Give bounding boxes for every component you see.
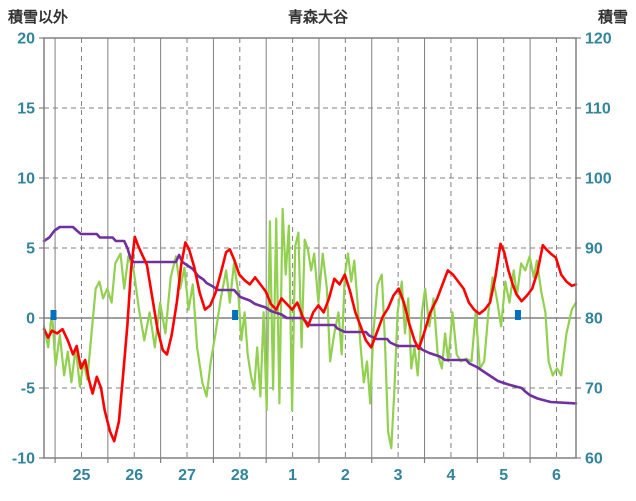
x-axis-label: 2 xyxy=(341,467,350,484)
right-axis-label: 110 xyxy=(585,101,611,118)
left-axis-label: 10 xyxy=(17,171,35,188)
x-axis-label: 27 xyxy=(178,467,196,484)
line-path xyxy=(42,235,578,443)
series-purple-line xyxy=(42,225,578,405)
gridlines xyxy=(44,38,576,458)
right-axis-title: 積雪 xyxy=(597,9,628,26)
x-axis-label: 26 xyxy=(125,467,143,484)
left-axis-label: 15 xyxy=(17,101,35,118)
chart-title: 青森大谷 xyxy=(287,9,348,26)
series-red-line xyxy=(42,235,578,443)
bar xyxy=(232,310,239,320)
x-axis-label: 28 xyxy=(231,467,249,484)
right-axis-label: 60 xyxy=(585,451,603,468)
left-axis-label: 0 xyxy=(26,311,35,328)
left-axis-label: 5 xyxy=(26,241,35,258)
x-axis-label: 3 xyxy=(394,467,403,484)
x-axis-label: 4 xyxy=(446,467,455,484)
x-axis-label: 5 xyxy=(499,467,508,484)
bar xyxy=(50,310,57,320)
x-axis-label: 1 xyxy=(288,467,297,484)
x-axis-label: 25 xyxy=(73,467,91,484)
left-axis-label: 20 xyxy=(17,31,35,48)
right-axis-label: 120 xyxy=(585,31,612,48)
left-axis-label: -5 xyxy=(21,381,35,398)
left-axis-title: 積雪以外 xyxy=(8,9,69,26)
right-axis-label: 100 xyxy=(585,171,612,188)
series-green-line xyxy=(42,207,578,450)
line-path xyxy=(42,207,578,450)
axis-ticks xyxy=(39,37,581,463)
right-axis-label: 80 xyxy=(585,311,603,328)
series-blue-marks xyxy=(50,310,521,320)
left-axis-label: -10 xyxy=(12,451,35,468)
right-axis-label: 70 xyxy=(585,381,603,398)
line-path xyxy=(42,225,578,405)
bar xyxy=(514,310,521,320)
right-axis-label: 90 xyxy=(585,241,603,258)
x-axis-label: 6 xyxy=(552,467,561,484)
